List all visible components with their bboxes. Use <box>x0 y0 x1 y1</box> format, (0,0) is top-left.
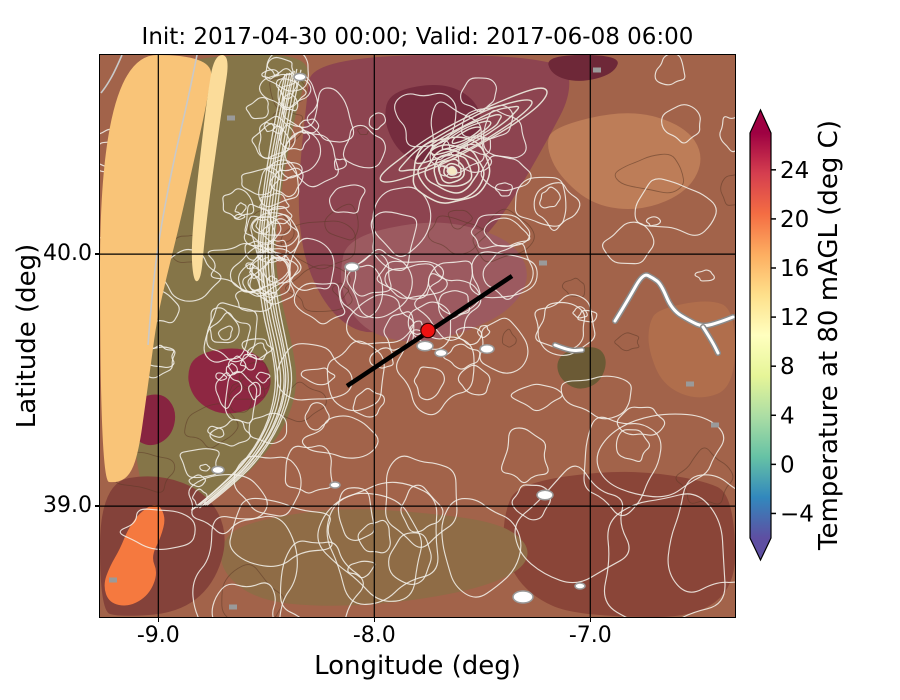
region-rose-plateau <box>341 222 527 342</box>
y-tick-label: 39.0 <box>43 493 92 519</box>
coast-strip <box>191 55 228 282</box>
river-features <box>552 272 735 356</box>
colorbar-gradient-bar <box>749 108 772 562</box>
station-marker <box>109 577 117 583</box>
plot-title: Init: 2017-04-30 00:00; Valid: 2017-06-0… <box>141 24 694 50</box>
colorbar: 24 20 16 12 8 4 0 −4 <box>749 108 814 562</box>
ocean-region <box>100 55 228 483</box>
grid-lines <box>100 55 735 617</box>
cloud-patch <box>434 348 448 358</box>
station-marker <box>539 260 547 266</box>
colorbar-tick-label: 20 <box>780 207 809 233</box>
x-axis-label: Longitude (deg) <box>314 651 521 681</box>
cloud-patch <box>416 340 434 352</box>
cloud-patch <box>344 262 360 272</box>
x-axis-tick <box>157 617 160 622</box>
station-marker <box>593 67 601 73</box>
region-crimson-ridge-sw <box>188 348 271 414</box>
station-marker <box>229 604 237 610</box>
colorbar-tick-label: 4 <box>780 403 795 429</box>
map-svg <box>100 55 735 617</box>
cloud-patch <box>329 481 341 489</box>
station-markers <box>109 67 719 610</box>
region-dark-maroon-top-edge <box>548 55 618 81</box>
x-tick-label: -9.0 <box>136 623 180 648</box>
site-marker <box>420 322 436 339</box>
cloud-patch <box>574 582 586 590</box>
cloud-patch <box>479 344 495 354</box>
colorbar-tick-label: 0 <box>780 452 795 478</box>
map-plot <box>100 55 735 617</box>
colorbar-tick-label: −4 <box>780 501 814 527</box>
colorbar-tick-label: 16 <box>780 256 809 282</box>
cloud-patch <box>211 465 225 475</box>
ocean-isotherm <box>147 55 198 346</box>
colorbar-tick-label: 12 <box>780 305 809 331</box>
y-axis-label: Latitude (deg) <box>12 243 42 429</box>
y-tick-label: 40.0 <box>43 241 92 267</box>
region-dark-maroon-peak-west <box>385 85 481 163</box>
x-tick-label: -8.0 <box>352 623 396 648</box>
x-axis-tick <box>373 617 376 622</box>
region-orange-hotspot <box>104 505 165 606</box>
cloud-patch <box>536 489 554 501</box>
terrain-regions <box>100 55 735 617</box>
coastal-front-contours <box>190 68 302 511</box>
station-marker <box>686 381 694 387</box>
cloud-patch <box>293 72 307 82</box>
colorbar-tick-label: 8 <box>780 354 795 380</box>
y-axis-tick <box>95 253 100 255</box>
station-marker <box>711 422 719 428</box>
x-axis-tick <box>589 617 592 622</box>
station-marker <box>227 115 235 121</box>
cloud-patch <box>512 590 534 604</box>
region-salmon-northeast <box>548 113 701 209</box>
cloud-patches <box>211 72 586 604</box>
peak-swirl-contours <box>412 136 491 204</box>
colorbar-label: Temperature at 80 mAGL (deg C) <box>814 120 844 550</box>
y-axis-tick <box>95 505 100 507</box>
colorbar-tick-label: 24 <box>780 158 809 184</box>
x-tick-label: -7.0 <box>568 623 612 648</box>
ocean-isotherm <box>100 55 123 94</box>
